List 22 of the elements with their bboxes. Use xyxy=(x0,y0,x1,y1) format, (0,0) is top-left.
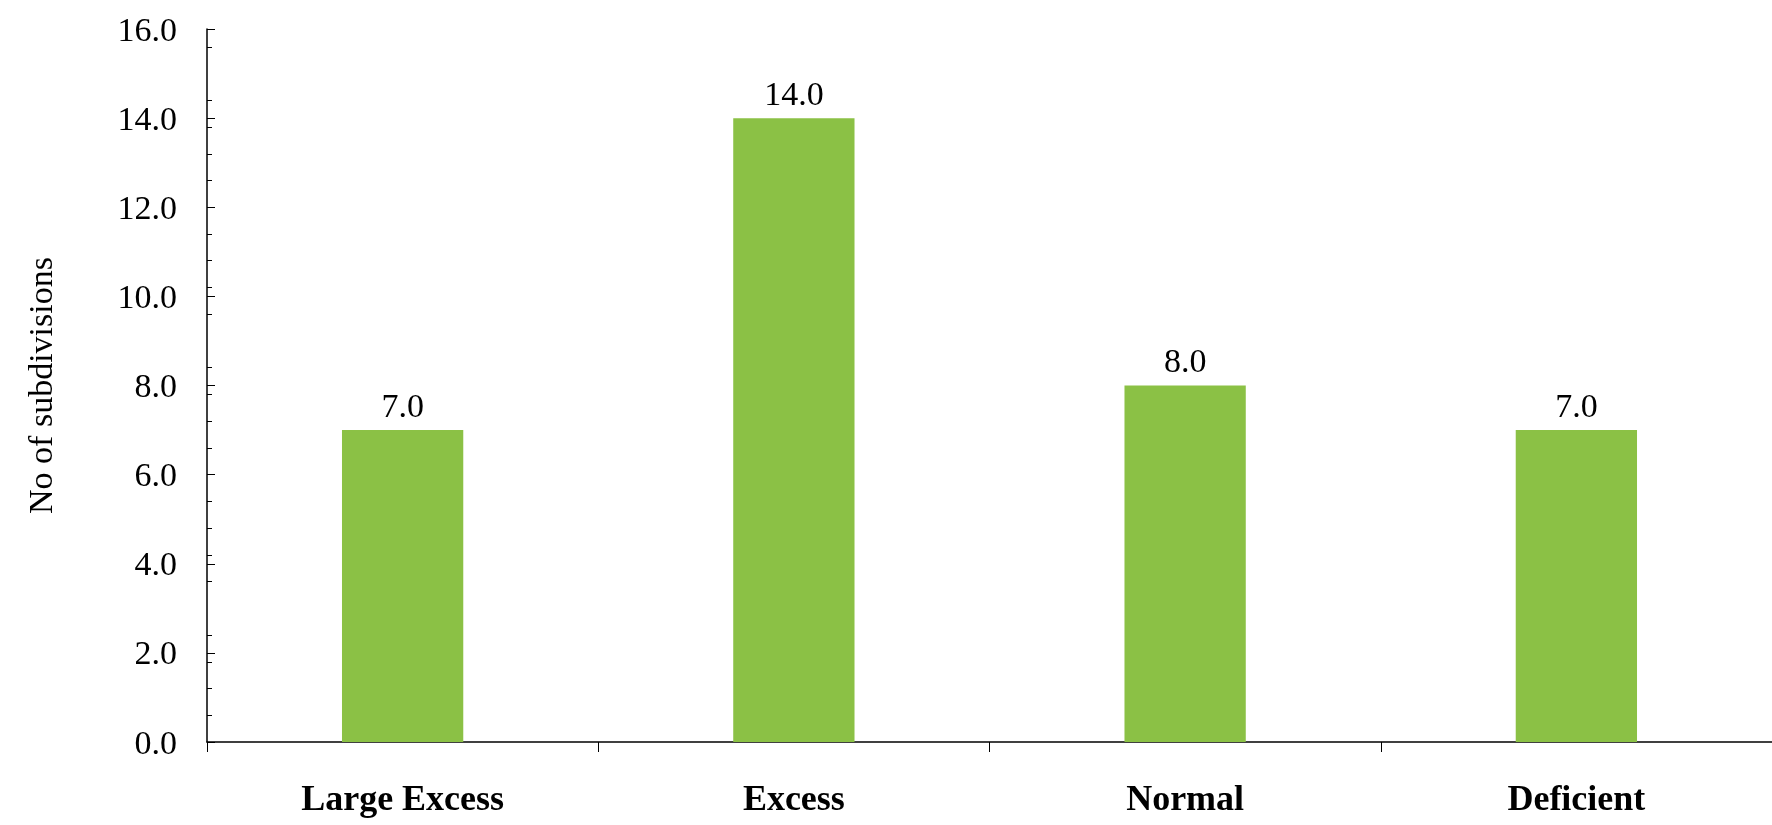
data-label: 14.0 xyxy=(764,74,824,112)
x-tick-label: Deficient xyxy=(1507,778,1646,818)
y-tick-label: 12.0 xyxy=(117,188,177,226)
y-tick-label: 16.0 xyxy=(117,10,177,48)
bar xyxy=(341,430,464,742)
data-label: 7.0 xyxy=(381,386,424,424)
x-tick-label: Excess xyxy=(742,778,845,818)
y-tick-label: 4.0 xyxy=(134,545,177,583)
y-tick-label: 10.0 xyxy=(117,277,177,315)
data-label: 7.0 xyxy=(1555,386,1598,424)
bar xyxy=(733,118,855,742)
y-axis-title: No of subdivisions xyxy=(21,257,59,514)
y-tick-label: 14.0 xyxy=(117,99,177,137)
y-tick-label: 8.0 xyxy=(134,367,177,404)
x-tick-label: Normal xyxy=(1126,778,1245,818)
x-tick-label: Large Excess xyxy=(301,778,505,818)
data-label: 8.0 xyxy=(1163,342,1207,379)
y-tick-label: 0.0 xyxy=(134,723,177,761)
y-tick-label: 2.0 xyxy=(134,634,177,672)
bar xyxy=(1515,430,1638,742)
y-tick-label: 6.0 xyxy=(134,456,177,494)
bar xyxy=(1124,385,1246,742)
